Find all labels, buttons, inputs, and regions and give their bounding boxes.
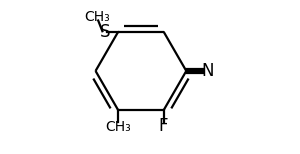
Text: CH₃: CH₃: [105, 120, 131, 134]
Text: S: S: [99, 23, 110, 41]
Text: N: N: [202, 62, 214, 80]
Text: F: F: [159, 117, 168, 135]
Text: CH₃: CH₃: [85, 10, 110, 24]
